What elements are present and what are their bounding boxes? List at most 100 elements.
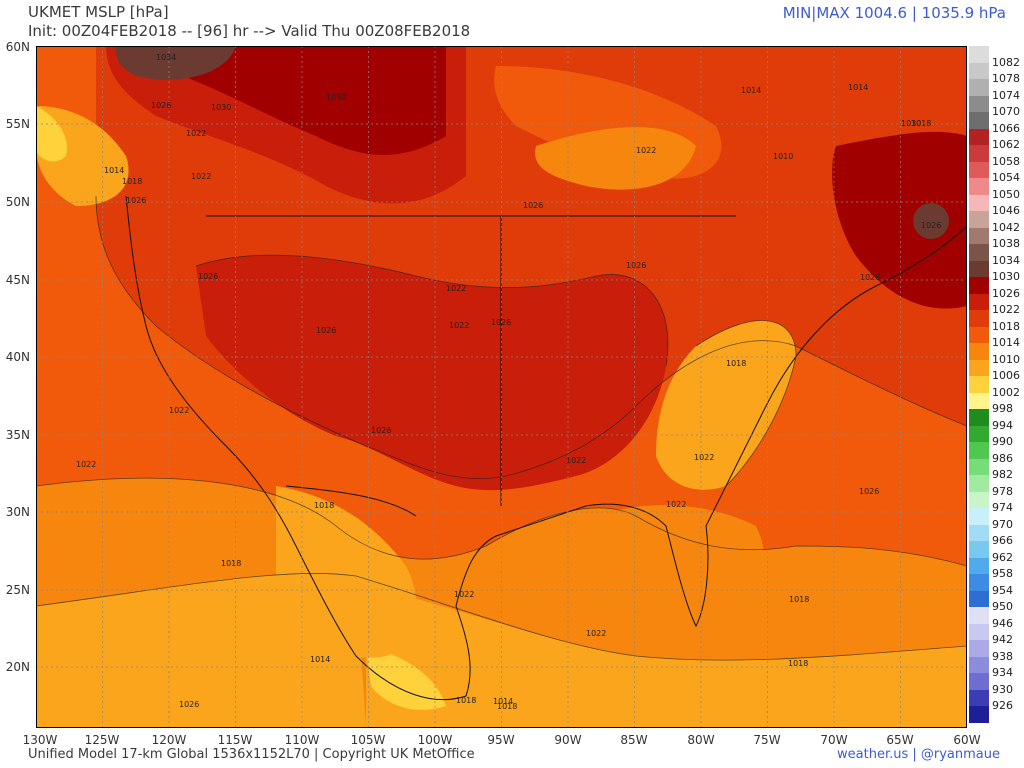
legend-swatch [969,310,989,327]
legend-swatch [969,508,989,525]
legend-swatch [969,277,989,294]
isobar-label: 1022 [454,590,474,599]
legend-swatch [969,95,989,112]
isobar-label: 1030 [901,119,921,128]
legend-swatch [969,178,989,195]
legend-level-label: 1038 [992,237,1020,250]
legend-swatch [969,590,989,607]
legend-level-label: 982 [992,468,1013,481]
site-credit: weather.us | @ryanmaue [837,747,1000,762]
isobar-label: 1022 [446,284,466,293]
legend-level-label: 958 [992,567,1013,580]
lon-label-95w: 95W [487,733,515,747]
isobar-label: 1022 [76,460,96,469]
lon-label-110w: 110W [284,733,320,747]
lat-label-50n: 50N [5,195,30,209]
isobar-label: 1018 [789,595,809,604]
lon-label-105w: 105W [350,733,386,747]
isobar-label: 1018 [497,702,517,711]
isobar-label: 1026 [921,221,941,230]
legend-level-label: 1058 [992,154,1020,168]
legend-level-label: 1010 [992,352,1020,366]
legend-level-label: 930 [992,682,1013,696]
legend-level-label: 990 [992,435,1013,448]
lat-label-60n: 60N [5,40,30,54]
isobar-label: 1030 [211,103,231,112]
legend-swatch [969,244,989,261]
legend-level-label: 1034 [992,253,1020,267]
legend-swatch [969,392,989,409]
lon-label-80w: 80W [687,733,715,747]
isobar-label: 1022 [586,629,606,638]
isobar-label: 1034 [156,53,176,62]
legend-swatch [969,161,989,178]
pressure-map: 1034 1030 1030 1026 1022 1022 1014 1018 1026 1026… [36,46,967,728]
legend-swatch [969,640,989,657]
legend-level-label: 1030 [992,270,1020,283]
legend-level-label: 986 [992,451,1013,465]
legend-level-label: 1078 [992,72,1020,85]
legend-swatch [969,326,989,343]
legend-swatch [969,706,989,723]
legend-swatch [969,458,989,475]
legend-level-label: 1018 [992,319,1020,333]
isobar-label: 1022 [169,406,189,415]
isobar-label: 1014 [310,655,330,664]
min-max-text: MIN|MAX 1004.6 | 1035.9 hPa [782,4,1006,22]
legend-swatch [969,491,989,508]
isobar-label: 1026 [179,700,199,709]
legend-level-label: 998 [992,402,1013,415]
legend-swatch [969,194,989,211]
isobar-label: 1022 [566,456,586,465]
legend-level-label: 934 [992,666,1013,679]
legend-swatch [969,673,989,690]
isobar-label: 1022 [186,129,206,138]
model-credit: Unified Model 17-km Global 1536x1152L70 … [28,747,475,762]
legend-level-label: 938 [992,649,1013,663]
legend-swatch [969,541,989,558]
legend-level-label: 946 [992,616,1013,630]
legend-swatch [969,475,989,492]
isobar-label: 1018 [788,659,808,668]
legend-level-label: 970 [992,517,1013,531]
isobar-label: 1026 [151,101,171,110]
isobar-label: 1026 [126,196,146,205]
chart-title: UKMET MSLP [hPa] [28,3,169,21]
isobar-label: 1022 [191,172,211,181]
legend-level-label: 966 [992,534,1013,547]
legend-swatch [969,293,989,310]
isobar-label: 1018 [726,359,746,368]
lon-label-125w: 125W [84,733,120,747]
isobar-label: 1026 [523,201,543,210]
isobar-label: 1026 [859,487,879,496]
lon-label-85w: 85W [620,733,648,747]
isobar-label: 1018 [221,559,241,568]
legend-swatch [969,524,989,541]
isobar-label: 1018 [456,696,476,705]
legend-level-label: 1070 [992,105,1020,118]
legend-level-label: 1014 [992,336,1020,349]
legend-level-label: 974 [992,501,1013,514]
isobar-label: 1022 [636,146,656,155]
legend-level-label: 1006 [992,369,1020,382]
legend-level-label: 1074 [992,88,1020,102]
isobar-label: 1026 [626,261,646,270]
legend-level-label: 1042 [992,220,1020,234]
legend-level-label: 954 [992,583,1013,597]
isobar-label: 1014 [741,86,761,95]
lat-label-25n: 25N [5,583,30,597]
legend-level-label: 1062 [992,138,1020,151]
legend-swatch [969,442,989,459]
legend-level-label: 994 [992,418,1013,432]
legend-swatch [969,46,989,63]
isobar-label: 1018 [314,501,334,510]
isobar-label: 1018 [122,177,142,186]
init-valid-text: Init: 00Z04FEB2018 -- [96] hr --> Valid … [28,22,471,40]
legend-swatch [969,112,989,129]
legend-swatch [969,623,989,640]
legend-level-label: 1026 [992,286,1020,300]
legend-swatch [969,227,989,244]
isobar-label: 1014 [104,166,124,175]
lon-label-120w: 120W [151,733,187,747]
legend-level-label: 1046 [992,204,1020,217]
